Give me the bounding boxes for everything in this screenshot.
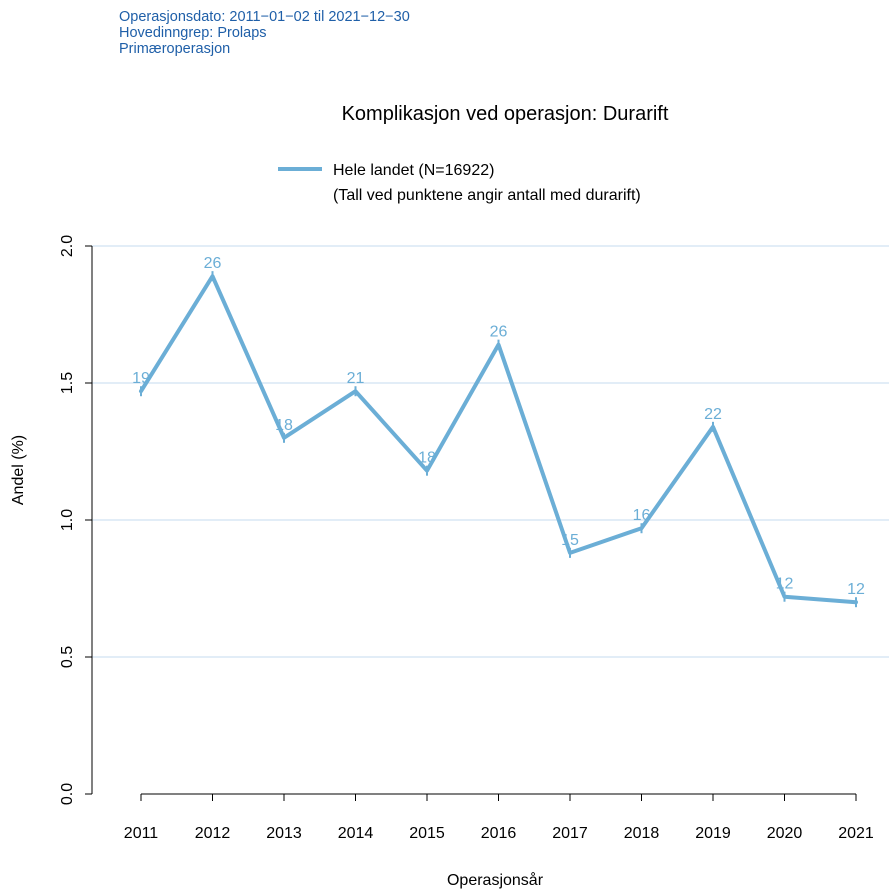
x-tick-label: 2011: [124, 825, 159, 842]
y-tick-label: 0.5: [59, 646, 76, 668]
x-tick-label: 2015: [409, 825, 445, 842]
x-tick-label: 2018: [624, 825, 660, 842]
filter-info: Operasjonsdato: 2011−01−02 til 2021−12−3…: [119, 9, 410, 57]
x-tick-label: 2013: [266, 825, 302, 842]
data-label: 12: [847, 581, 865, 598]
y-tick-label: 1.0: [59, 509, 76, 531]
data-label: 21: [347, 370, 365, 387]
y-tick-label: 1.5: [59, 372, 76, 394]
x-tick-label: 2021: [838, 825, 874, 842]
x-tick-label: 2016: [481, 825, 517, 842]
filter-operation-type: Primæroperasjon: [119, 41, 231, 57]
filter-date-range: Operasjonsdato: 2011−01−02 til 2021−12−3…: [119, 9, 410, 25]
data-label: 12: [776, 576, 794, 593]
filter-main-procedure: Hovedinngrep: Prolaps: [119, 25, 267, 41]
chart-title: Komplikasjon ved operasjon: Durarift: [342, 103, 669, 125]
data-label: 26: [204, 255, 222, 272]
legend-note: (Tall ved punktene angir antall med dura…: [333, 187, 641, 204]
y-axis: 0.0 0.5 1.0 1.5 2.0: [59, 235, 93, 805]
x-tick-label: 2020: [767, 825, 803, 842]
series-hele-landet: 19 26 18 21 18 26 15 16 22 12 12: [132, 255, 865, 608]
x-axis-label: Operasjonsår: [447, 871, 544, 889]
data-label: 22: [704, 406, 722, 423]
data-label: 15: [561, 532, 579, 549]
y-tick-label: 2.0: [59, 235, 76, 257]
x-tick-label: 2019: [695, 825, 731, 842]
x-tick-label: 2017: [552, 825, 588, 842]
data-label: 19: [132, 370, 150, 387]
x-axis: 2011 2012 2013 2014 2015 2016 2017 2018 2019 2020…: [124, 793, 874, 842]
data-label: 18: [418, 450, 436, 467]
legend: Hele landet (N=16922) (Tall ved punktene…: [278, 162, 641, 204]
grid-lines: [92, 245, 889, 658]
data-label: 16: [633, 507, 651, 524]
y-tick-label: 0.0: [59, 783, 76, 805]
x-tick-label: 2012: [195, 825, 231, 842]
data-label: 18: [275, 417, 293, 434]
legend-series-label: Hele landet (N=16922): [333, 162, 494, 179]
x-tick-label: 2014: [338, 825, 374, 842]
data-label: 26: [490, 324, 508, 341]
y-axis-label: Andel (%): [10, 435, 27, 505]
